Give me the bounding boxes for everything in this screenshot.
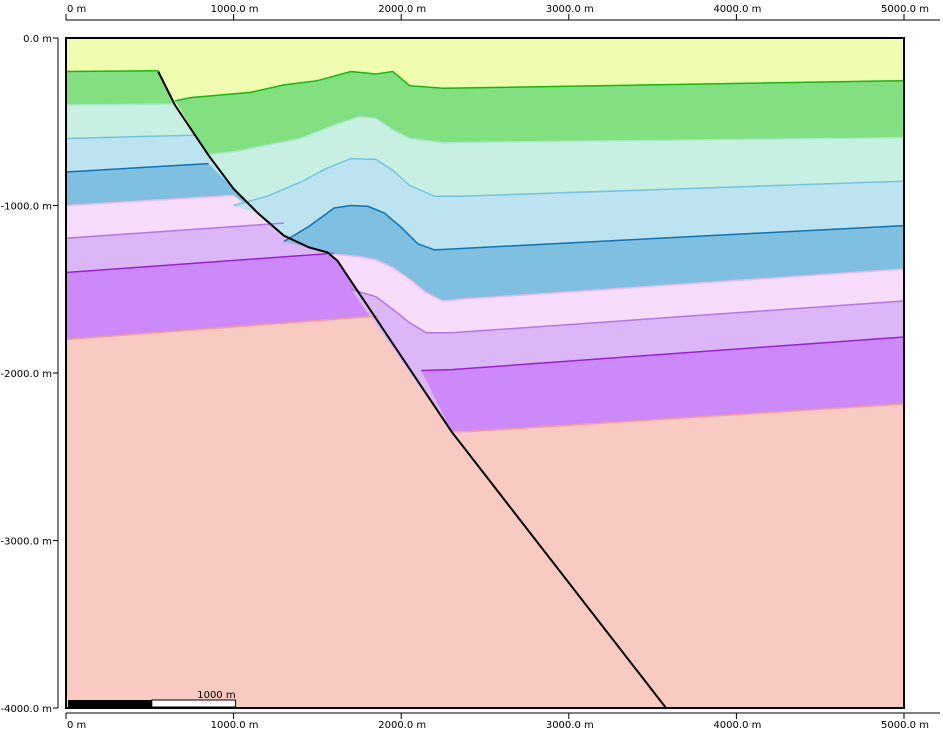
basement-horizon-line	[65, 315, 378, 341]
fault-line	[157, 71, 667, 709]
left-axis-tick-label: -3000.0 m	[0, 537, 52, 548]
top-axis-tick-label: 0 m	[67, 4, 86, 15]
blue-horizon-line	[65, 162, 209, 173]
top-axis: 0 m 1000.0 m 2000.0 m 3000.0 m 4000.0 m 5000.…	[65, 4, 940, 21]
top-axis-tick-label: 4000.0 m	[713, 4, 761, 15]
scale-bar-black-segment	[68, 700, 152, 707]
green-horizon-line	[65, 69, 159, 73]
scale-bar-label: 1000 m	[197, 690, 235, 701]
bottom-axis-tick-label: 3000.0 m	[546, 720, 594, 731]
top-axis-tick-label: 2000.0 m	[378, 4, 426, 15]
lightblue-horizon-line	[65, 134, 197, 140]
left-axis: 0.0 m -1000.0 m -2000.0 m -3000.0 m -4000.0 …	[0, 34, 59, 715]
bottom-axis-tick-label: 0 m	[67, 720, 86, 731]
horizon-lines	[65, 37, 905, 433]
blue-horizon-line	[283, 204, 905, 251]
mint-horizon-line	[65, 103, 175, 106]
purple-horizon-line	[65, 252, 335, 274]
left-axis-tick-label: -4000.0 m	[0, 704, 52, 715]
stratigraphic-layers	[66, 38, 905, 709]
bottom-axis: 0 m 1000.0 m 2000.0 m 3000.0 m 4000.0 m 5000.…	[65, 712, 940, 731]
top-axis-tick-label: 5000.0 m	[881, 4, 929, 15]
scale-bar: 1000 m	[68, 690, 237, 708]
bottom-axis-tick-label: 4000.0 m	[713, 720, 761, 731]
lightblue-horizon-line	[233, 157, 905, 207]
green-horizon-line	[174, 70, 905, 102]
lilac-horizon-line	[65, 222, 284, 239]
hangingwall-basement-layer	[451, 404, 904, 708]
purple-horizon-line	[421, 336, 905, 372]
bottom-axis-tick-label: 2000.0 m	[378, 720, 426, 731]
bottom-axis-tick-label: 5000.0 m	[881, 720, 929, 731]
fault-trace	[157, 71, 667, 709]
pink-horizon-line	[327, 253, 905, 302]
left-axis-tick-label: -1000.0 m	[0, 202, 52, 213]
lilac-horizon-line	[350, 288, 905, 334]
footwall-basement-layer	[66, 316, 666, 708]
left-axis-tick-label: 0.0 m	[23, 34, 52, 45]
bottom-axis-tick-label: 1000.0 m	[211, 720, 259, 731]
basement-horizon-line	[451, 403, 905, 433]
left-axis-tick-label: -2000.0 m	[0, 369, 52, 380]
top-axis-tick-label: 3000.0 m	[546, 4, 594, 15]
mint-horizon-line	[208, 115, 905, 156]
plot-frame	[65, 37, 905, 709]
scale-bar-white-segment	[151, 699, 237, 708]
pink-horizon-line	[65, 194, 234, 207]
top-axis-tick-label: 1000.0 m	[211, 4, 259, 15]
